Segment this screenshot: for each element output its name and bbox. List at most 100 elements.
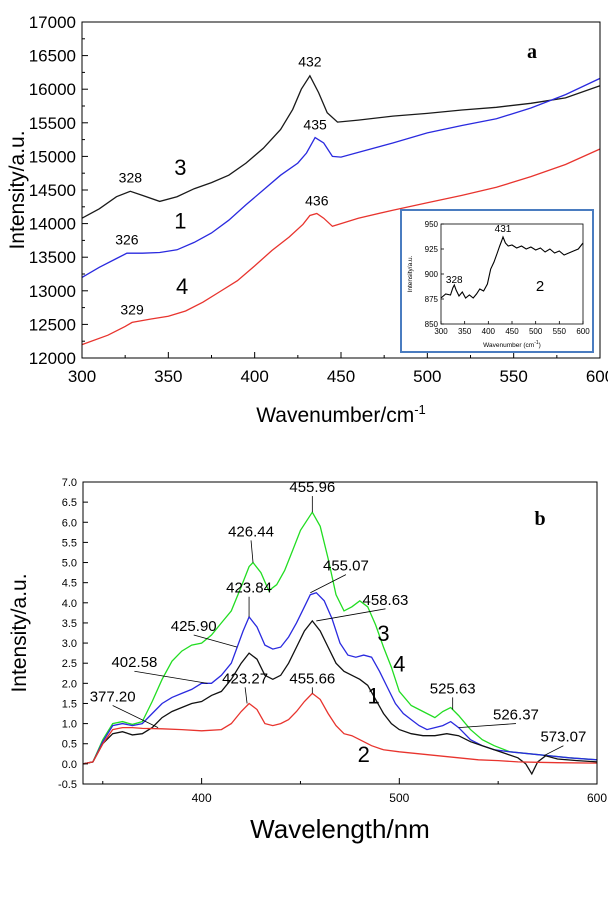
peak-label-a: 326 (115, 231, 139, 247)
inset-y-tick-label: 900 (425, 270, 439, 279)
curve-number-label-b: 1 (367, 683, 379, 708)
y-tick-label-a: 15000 (29, 147, 76, 166)
y-tick-label-b: 4.0 (62, 598, 77, 610)
y-tick-label-b: 0.0 (62, 759, 77, 771)
y-tick-label-b: -0.5 (58, 779, 77, 791)
peak-label-b: 402.58 (111, 654, 157, 671)
y-axis-title-b: Intensity/a.u. (8, 573, 31, 692)
series-a-1-line (81, 77, 601, 278)
x-tick-label-a: 350 (154, 367, 182, 386)
series-a-4-line (81, 148, 601, 346)
peak-label-b: 458.63 (363, 592, 409, 609)
x-axis-title-a: Wavenumber/cm-1 (256, 402, 426, 427)
x-tick-label-a: 400 (240, 367, 268, 386)
annotation-leader-b (134, 670, 208, 684)
peak-label-b: 455.07 (323, 558, 369, 575)
y-tick-label-b: 0.5 (62, 739, 77, 751)
inset-x-tick-label: 400 (482, 327, 496, 336)
y-tick-label-b: 2.5 (62, 658, 77, 670)
panel-b-chart: -0.5 0.0 0.5 1.0 1.5 2.0 2.5 3.0 3.5 4.0 4.5 5.0 5.5… (8, 477, 607, 844)
peak-label-b: 425.90 (171, 618, 217, 635)
x-tick-label-b: 600 (587, 791, 607, 805)
inset-y-tick-label: 950 (425, 220, 439, 229)
y-tick-label-a: 12000 (29, 349, 76, 368)
y-tick-label-a: 15500 (29, 114, 76, 133)
panel-a-chart: 12000 1 2 500 13000 13500 14000 14500 15000 15500… (6, 13, 608, 427)
inset-frame (400, 209, 594, 353)
inset-x-tick-label: 600 (576, 327, 590, 336)
y-tick-label-b: 5.0 (62, 558, 77, 570)
y-tick-label-b: 1.0 (62, 719, 77, 731)
peak-label-b: 573.07 (540, 729, 586, 746)
curve-number-label-b: 2 (358, 742, 370, 767)
curve-number-label-a: 1 (174, 208, 186, 233)
peak-label-b: 455.96 (289, 479, 335, 496)
inset-x-axis-title: Wavenumber (cm-1) (483, 340, 541, 349)
series-a-3-line (81, 74, 601, 219)
inset-x-tick-label: 350 (458, 327, 472, 336)
annotation-leader-b (543, 745, 564, 757)
series-b-4-line (82, 619, 598, 776)
x-tick-label-b: 500 (389, 791, 409, 805)
y-tick-label-a: 13500 (29, 248, 76, 267)
x-tick-label-a: 550 (499, 367, 527, 386)
y-tick-label-a: 13000 (29, 282, 76, 301)
inset-series-number-label: 2 (536, 278, 544, 295)
x-tick-label-a: 600 (586, 367, 608, 386)
peak-label-b: 423.27 (222, 670, 268, 687)
x-tick-label-a: 300 (68, 367, 96, 386)
x-axis-title-b: Wavelength/nm (250, 814, 430, 844)
peak-label-b: 526.37 (493, 707, 539, 724)
annotation-leader-b (112, 705, 159, 728)
panel-label-b: b (534, 508, 545, 530)
annotation-leader-b (244, 687, 248, 704)
peak-label-a: 435 (303, 117, 327, 133)
y-tick-label-b: 7.0 (62, 477, 77, 489)
inset-x-tick-label: 550 (553, 327, 567, 336)
inset-y-tick-label: 850 (425, 320, 439, 329)
series-b-2-line (82, 692, 598, 765)
series-b-3-line (82, 510, 598, 765)
inset-y-tick-label: 875 (425, 295, 439, 304)
x-tick-label-a: 500 (413, 367, 441, 386)
peak-label-b: 525.63 (430, 680, 476, 697)
x-tick-label-a: 450 (327, 367, 355, 386)
inset-peak-label: 431 (495, 224, 512, 235)
inset-x-tick-label: 500 (529, 327, 543, 336)
inset-peak-label: 328 (446, 275, 463, 286)
annotation-leader-b (250, 540, 254, 563)
y-tick-label-a: 16500 (29, 47, 76, 66)
y-tick-label-a: 16000 (29, 80, 76, 99)
y-tick-label-a: 14000 (29, 215, 76, 234)
peak-label-b: 455.66 (289, 670, 335, 687)
y-tick-label-b: 3.0 (62, 638, 77, 650)
curve-number-label-b: 4 (393, 651, 405, 676)
inset-y-tick-label: 925 (425, 245, 439, 254)
series-b-1-line (82, 591, 598, 765)
peak-label-a: 436 (305, 193, 329, 209)
peak-label-a: 432 (298, 53, 322, 69)
y-tick-label-b: 2.0 (62, 678, 77, 690)
curve-number-label-a: 4 (176, 274, 188, 299)
panel-label-a: a (527, 41, 537, 63)
inset-x-axis-title-superscript: -1 (534, 340, 539, 346)
y-tick-label-b: 3.5 (62, 618, 77, 630)
x-axis-title-superscript-a: -1 (414, 402, 426, 417)
peak-label-b: 426.44 (228, 523, 274, 540)
peak-label-b: 423.84 (226, 580, 272, 597)
curve-number-label-b: 3 (377, 621, 389, 646)
plot-frame-b (82, 481, 598, 785)
annotation-leader-b (458, 723, 516, 729)
y-tick-label-b: 4.5 (62, 578, 77, 590)
peak-label-a: 328 (119, 170, 143, 186)
curve-number-label-a: 3 (174, 155, 186, 180)
y-tick-label-a: 17000 (29, 13, 76, 32)
y-tick-label-a: 14500 (29, 181, 76, 200)
inset-y-axis-title: Intensity/a.u. (407, 255, 414, 292)
x-tick-label-b: 400 (192, 791, 212, 805)
annotation-leader-b (193, 634, 238, 648)
inset-x-tick-label: 450 (505, 327, 519, 336)
peak-label-b: 377.20 (90, 688, 136, 705)
y-tick-label-b: 1.5 (62, 698, 77, 710)
y-tick-label-b: 6.5 (62, 497, 77, 509)
